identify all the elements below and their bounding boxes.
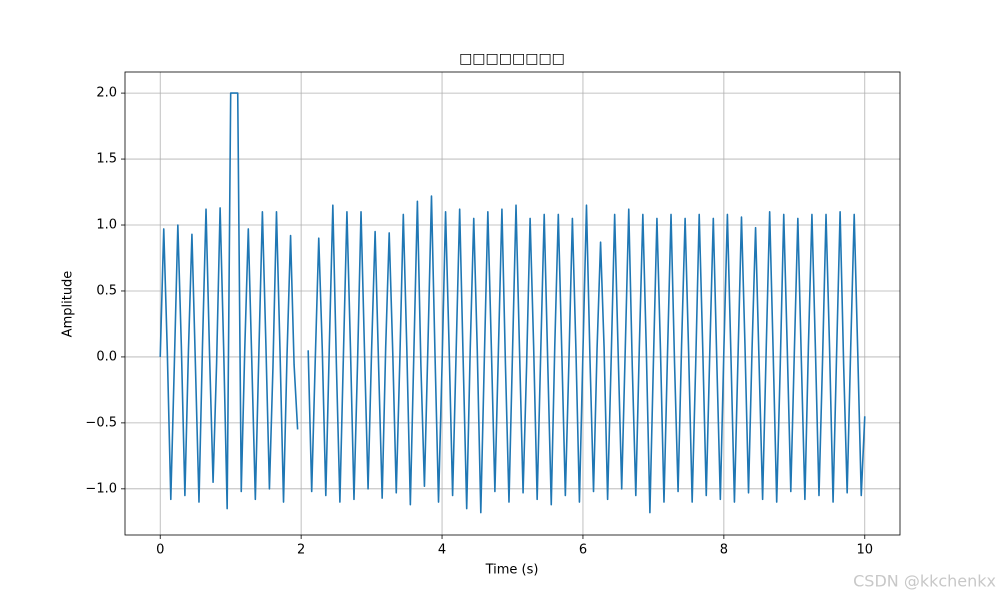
y-tick-label: 1.0 xyxy=(96,218,117,233)
x-tick-label: 10 xyxy=(856,543,873,558)
plot-frame xyxy=(124,71,901,536)
y-tick-label: −1.0 xyxy=(85,481,117,496)
y-tick-label: 2.0 xyxy=(96,86,117,101)
y-tick-label: −0.5 xyxy=(85,415,117,430)
x-tick-label: 4 xyxy=(438,543,446,558)
y-tick-label: 0.0 xyxy=(96,349,117,364)
x-axis-label: Time (s) xyxy=(485,563,539,578)
x-tick-label: 8 xyxy=(720,543,728,558)
x-tick-label: 2 xyxy=(297,543,305,558)
x-tick-label: 0 xyxy=(156,543,164,558)
data-line xyxy=(159,92,866,514)
chart-title: □□□□□□□□ xyxy=(459,51,565,67)
y-axis-label: Amplitude xyxy=(61,271,76,338)
watermark: CSDN @kkchenkx xyxy=(853,572,996,591)
y-tick-label: 1.5 xyxy=(96,152,117,167)
x-tick-label: 6 xyxy=(579,543,587,558)
y-tick-label: 0.5 xyxy=(96,283,117,298)
